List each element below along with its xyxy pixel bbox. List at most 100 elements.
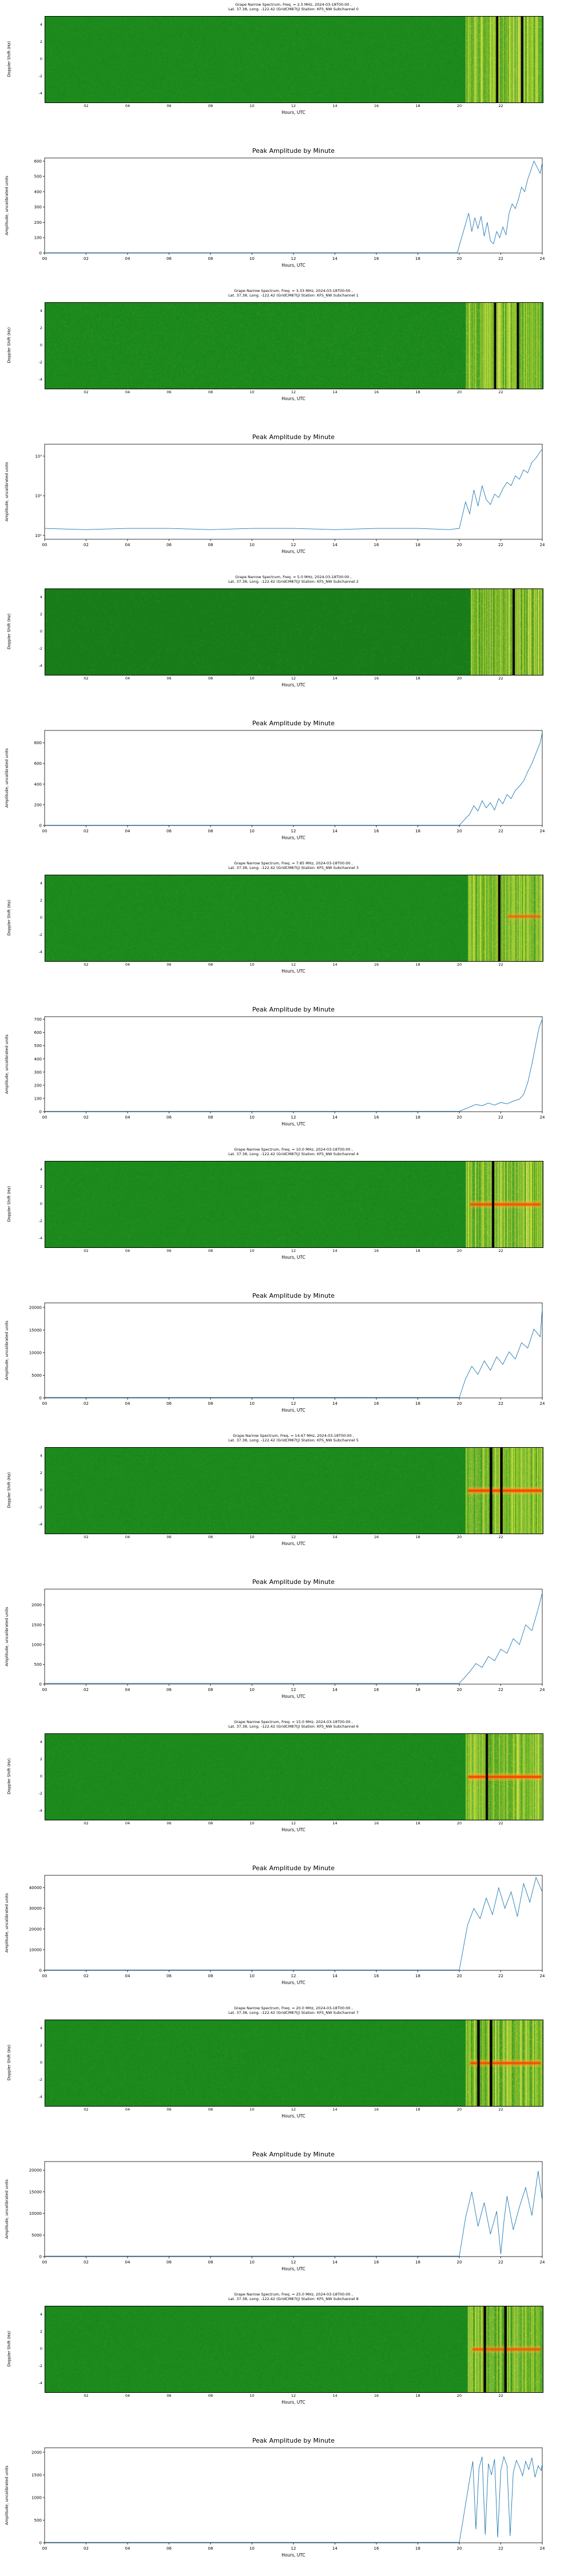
y-axis-label: Amplitude, uncalibrated units xyxy=(5,1034,9,1094)
y-tick-label: 2000 xyxy=(31,2450,42,2455)
chart-title: Peak Amplitude by Minute xyxy=(252,2151,335,2158)
x-tick-label: 22 xyxy=(498,543,503,547)
x-tick-label: 10 xyxy=(249,2260,255,2265)
spectrogram-canvas xyxy=(45,588,543,675)
x-tick-label: 10 xyxy=(249,1401,255,1406)
plot-frame xyxy=(44,1875,543,1971)
y-tick-label: 4 xyxy=(39,1167,42,1172)
x-tick-label: 16 xyxy=(374,1401,379,1406)
x-tick-label: 16 xyxy=(374,2107,379,2112)
y-tick-label: 0 xyxy=(39,1202,42,1206)
y-axis-label: Doppler Shift (Hz) xyxy=(7,1186,11,1222)
x-tick-label: 14 xyxy=(332,2107,337,2112)
x-tick-label: 08 xyxy=(208,543,213,547)
amplitude-line-chart: Peak Amplitude by Minute0100200300400500… xyxy=(5,1006,545,1127)
y-tick-label: 2 xyxy=(39,2329,42,2334)
x-tick-label: 16 xyxy=(374,543,379,547)
x-tick-label: 22 xyxy=(498,676,503,681)
x-tick-label: 22 xyxy=(498,390,503,394)
y-tick-label: 20000 xyxy=(29,2168,42,2173)
x-tick-label: 20 xyxy=(457,829,462,833)
x-axis-label: Hours, UTC xyxy=(281,1255,305,1260)
spectrogram-figure-0: Grape Narrow Spectrum, Freq. = 2.5 MHz, … xyxy=(0,0,572,143)
y-tick-label: -2 xyxy=(38,1791,42,1796)
x-tick-label: 22 xyxy=(498,1821,503,1826)
y-tick-label: 300 xyxy=(34,1070,42,1074)
x-tick-label: 16 xyxy=(374,1535,379,1539)
x-tick-label: 00 xyxy=(42,1974,47,1978)
x-tick-label: 14 xyxy=(332,2546,337,2551)
x-tick-label: 12 xyxy=(291,2107,296,2112)
y-tick-label: 1500 xyxy=(31,1623,42,1627)
amplitude-line-chart: Peak Amplitude by Minute 0 200 400 600 800 00 0… xyxy=(5,720,545,840)
x-tick-label: 10 xyxy=(249,1115,255,1120)
x-tick-label: 04 xyxy=(125,1115,130,1120)
y-tick-label: 0 xyxy=(39,1396,42,1401)
x-tick-label: 00 xyxy=(42,829,47,833)
x-tick-label: 14 xyxy=(332,829,337,833)
x-tick-label: 12 xyxy=(291,676,296,681)
y-tick-label: 600 xyxy=(34,159,42,164)
y-tick-label: 600 xyxy=(34,1030,42,1035)
y-axis-label: Doppler Shift (Hz) xyxy=(7,1472,11,1508)
x-tick-label: 06 xyxy=(166,829,172,833)
y-tick-label: -2 xyxy=(38,74,42,78)
amplitude-line-chart: Peak Amplitude by Minute 10¹ 10² 10³ 00 02 04 0… xyxy=(5,433,545,554)
amplitude-series-line xyxy=(45,2456,543,2543)
y-tick-label: 400 xyxy=(34,1057,42,1061)
spectrogram-title-line1: Grape Narrow Spectrum, Freq. = 2.5 MHz, … xyxy=(235,2,352,7)
spectrogram-figure-1: Grape Narrow Spectrum, Freq. = 3.33 MHz,… xyxy=(0,286,572,429)
x-tick-label: 12 xyxy=(291,104,296,108)
x-tick-label: 00 xyxy=(42,1115,47,1120)
x-tick-label: 04 xyxy=(125,543,130,547)
x-tick-label: 06 xyxy=(166,256,172,261)
y-tick-label: 4 xyxy=(39,1740,42,1744)
x-tick-label: 24 xyxy=(540,543,545,547)
y-tick-label: 0 xyxy=(39,629,42,634)
x-tick-label: 10 xyxy=(249,1821,255,1826)
x-tick-label: 06 xyxy=(166,1401,172,1406)
x-tick-label: 18 xyxy=(415,390,420,394)
x-tick-label: 18 xyxy=(415,1115,420,1120)
x-tick-label: 02 xyxy=(84,676,89,681)
y-tick-label: -4 xyxy=(38,663,42,668)
x-tick-label: 12 xyxy=(291,962,296,967)
x-tick-label: 06 xyxy=(166,1535,172,1539)
x-tick-label: 22 xyxy=(498,829,503,833)
x-tick-label: 18 xyxy=(415,2546,420,2551)
y-tick-label: 2 xyxy=(39,2043,42,2048)
x-tick-label: 12 xyxy=(291,1115,296,1120)
x-tick-label: 18 xyxy=(415,2107,420,2112)
x-tick-label: 00 xyxy=(42,2546,47,2551)
amplitude-figure-6: Peak Amplitude by Minute 0 10000 20000 30000… xyxy=(0,1860,572,2004)
y-tick-label: 700 xyxy=(34,1017,42,1022)
x-tick-label: 06 xyxy=(166,104,172,108)
x-axis-label: Hours, UTC xyxy=(281,1980,305,1985)
y-tick-label: 10000 xyxy=(29,1947,42,1952)
spectrogram-title-line2: Lat. 37.38, Long. -122.42 (GridCM87tj) S… xyxy=(228,1724,359,1729)
x-tick-label: 12 xyxy=(291,2546,296,2551)
y-axis-label: Amplitude, uncalibrated units xyxy=(5,748,9,808)
x-axis-label: Hours, UTC xyxy=(281,2113,305,2119)
x-tick-label: 08 xyxy=(208,1974,213,1978)
x-tick-label: 06 xyxy=(166,1249,172,1253)
y-tick-label: 5000 xyxy=(31,1373,42,1378)
x-tick-label: 18 xyxy=(415,2260,420,2265)
chart-title: Peak Amplitude by Minute xyxy=(252,2437,335,2444)
x-tick-label: 08 xyxy=(208,390,213,394)
x-tick-label: 24 xyxy=(540,256,545,261)
x-tick-label: 04 xyxy=(125,104,130,108)
amplitude-line-chart: Peak Amplitude by Minute 0 10000 20000 30000… xyxy=(5,1864,545,1985)
x-tick-label: 14 xyxy=(332,2393,337,2398)
x-tick-label: 08 xyxy=(208,1401,213,1406)
x-tick-label: 06 xyxy=(166,543,172,547)
x-tick-label: 00 xyxy=(42,1688,47,1692)
x-tick-label: 08 xyxy=(208,2260,213,2265)
x-tick-label: 22 xyxy=(498,2107,503,2112)
x-tick-label: 12 xyxy=(291,2393,296,2398)
x-tick-label: 22 xyxy=(498,2546,503,2551)
y-tick-label: 10000 xyxy=(29,1350,42,1355)
x-tick-label: 08 xyxy=(208,1249,213,1253)
y-tick-label: -4 xyxy=(38,1522,42,1527)
spectrogram-canvas xyxy=(45,1447,543,1534)
